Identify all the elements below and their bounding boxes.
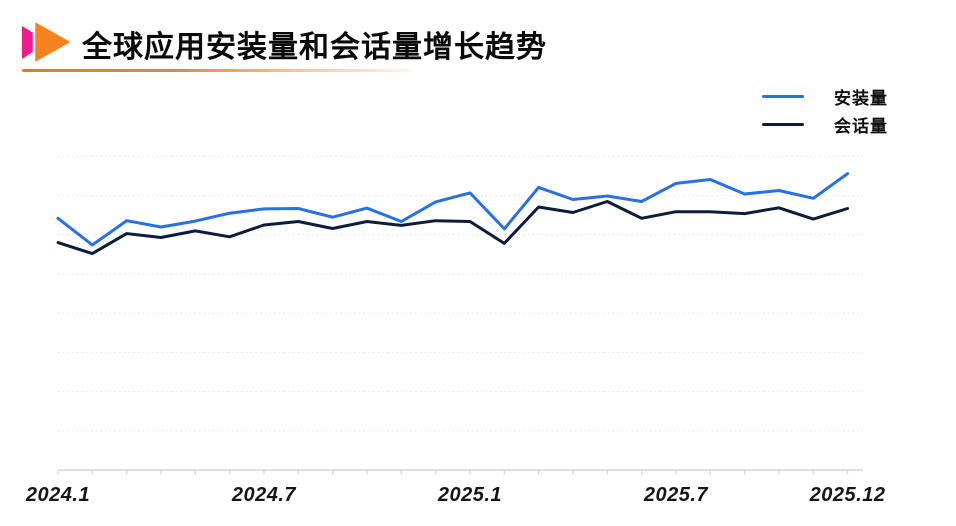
legend-label-installs: 安装量 xyxy=(834,89,888,108)
x-axis-label: 2025.1 xyxy=(437,484,503,506)
x-axis-label: 2025.7 xyxy=(643,484,709,506)
x-axis-label: 2024.1 xyxy=(25,484,91,506)
title-underline xyxy=(22,69,410,72)
legend-item-sessions[interactable]: 会话量 xyxy=(762,115,888,136)
sessions-line xyxy=(56,200,850,256)
legend-item-installs[interactable]: 安装量 xyxy=(762,87,888,108)
installs-line-swatch xyxy=(762,95,804,98)
x-axis-label: 2024.7 xyxy=(231,484,297,506)
page-title: 全球应用安装量和会话量增长趋势 xyxy=(82,31,547,64)
legend: 安装量 会话量 xyxy=(762,87,888,136)
installs-line xyxy=(56,172,850,247)
gridlines xyxy=(58,155,866,432)
legend-label-sessions: 会话量 xyxy=(834,117,888,136)
x-axis-label: 2025.12 xyxy=(809,484,886,506)
title-arrow-icon xyxy=(22,18,76,66)
x-axis xyxy=(57,469,863,475)
sessions-line-swatch xyxy=(762,123,804,126)
